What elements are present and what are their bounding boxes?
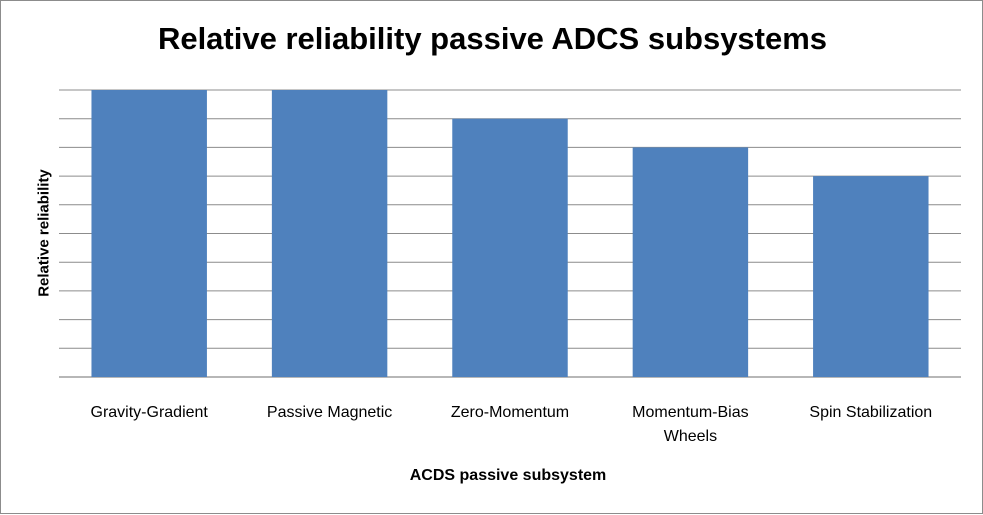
x-tick-label-line: Zero-Momentum bbox=[451, 404, 569, 421]
bar bbox=[91, 90, 207, 377]
x-tick-label: Zero-Momentum bbox=[451, 404, 569, 421]
x-tick-label: Gravity-Gradient bbox=[91, 404, 209, 421]
x-tick-label-line: Gravity-Gradient bbox=[91, 404, 209, 421]
x-tick-label-line: Spin Stabilization bbox=[809, 404, 932, 421]
x-tick-label: Spin Stabilization bbox=[809, 404, 932, 421]
chart-title: Relative reliability passive ADCS subsys… bbox=[157, 21, 828, 56]
x-tick-label-line: Momentum-Bias bbox=[632, 404, 748, 421]
x-axis-label: ACDS passive subsystem bbox=[409, 467, 607, 484]
bar bbox=[632, 147, 749, 377]
bar bbox=[452, 118, 568, 377]
x-tick-label-line: Passive Magnetic bbox=[267, 404, 392, 421]
bar bbox=[813, 176, 929, 377]
bar bbox=[271, 90, 388, 377]
x-tick-label: Passive Magnetic bbox=[267, 404, 392, 421]
x-tick-label: Momentum-Bias Wheels bbox=[632, 404, 748, 445]
x-tick-label-line: Wheels bbox=[664, 428, 717, 445]
